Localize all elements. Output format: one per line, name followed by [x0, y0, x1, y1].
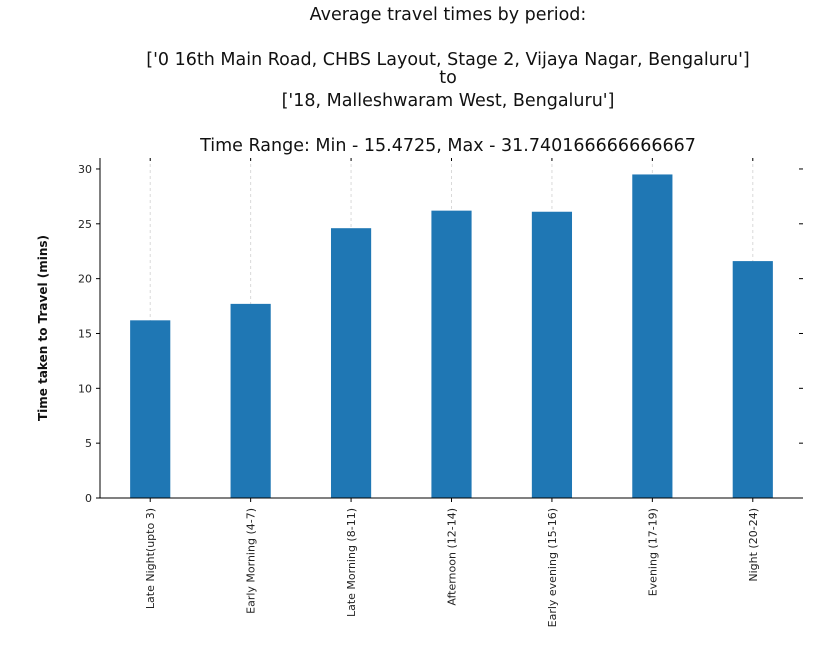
y-tick-label: 20 [78, 273, 92, 286]
x-tick-label: Late Night(upto 3) [144, 508, 157, 609]
title-line-5: ['18, Malleshwaram West, Bengaluru'] [282, 91, 615, 111]
bar [130, 320, 171, 498]
bars [130, 174, 773, 499]
x-ticks: Late Night(upto 3) Early Morning (4-7) Lat… [144, 158, 760, 627]
y-ticks: 0 5 10 15 20 25 30 [78, 163, 803, 505]
x-tick-label: Evening (17-19) [646, 508, 659, 596]
bar [330, 228, 372, 498]
x-tick-label: Early evening (15-16) [546, 508, 559, 627]
x-tick-label: Early Morning (4-7) [245, 508, 258, 614]
y-axis-label: Time taken to Travel (mins) [36, 235, 50, 421]
y-tick-label: 30 [78, 163, 92, 176]
title-line-7: Time Range: Min - 15.4725, Max - 31.7401… [199, 136, 696, 156]
bar [230, 303, 271, 498]
bar [632, 174, 673, 499]
x-tick-label: Afternoon (12-14) [446, 508, 459, 606]
y-tick-label: 25 [78, 218, 92, 231]
y-tick-label: 15 [78, 327, 92, 340]
title-line-1: Average travel times by period: [310, 5, 587, 25]
bar [431, 210, 472, 499]
bar [732, 261, 773, 498]
chart-title: Average travel times by period: ['0 16th… [146, 5, 749, 156]
bar [531, 211, 573, 498]
y-tick-label: 10 [78, 382, 92, 395]
x-tick-label: Late Morning (8-11) [345, 508, 358, 617]
title-line-3: ['0 16th Main Road, CHBS Layout, Stage 2… [146, 50, 749, 70]
y-tick-label: 5 [85, 437, 92, 450]
title-line-4: to [439, 68, 457, 88]
x-tick-label: Night (20-24) [747, 508, 760, 582]
y-tick-label: 0 [85, 492, 92, 505]
